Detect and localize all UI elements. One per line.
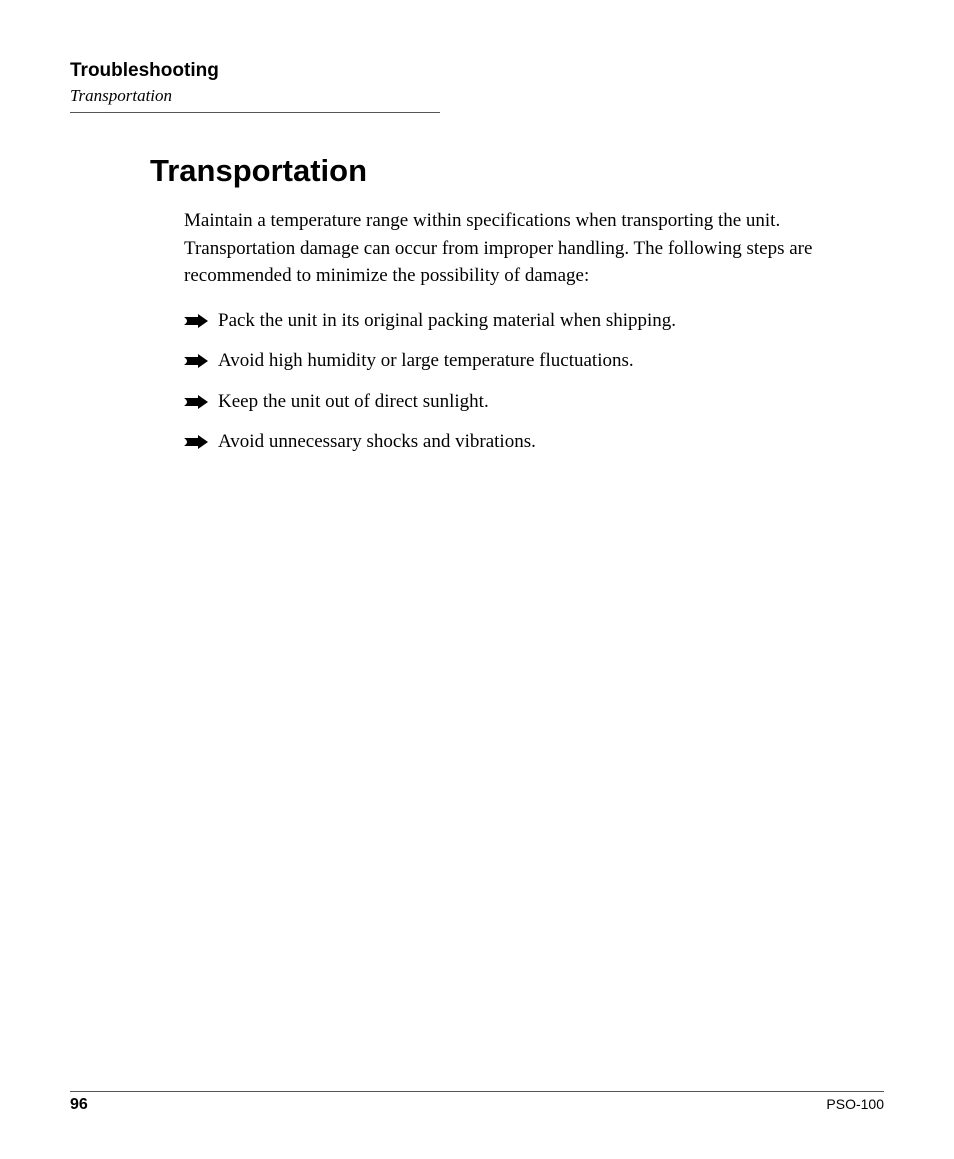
- list-item-text: Avoid high humidity or large temperature…: [218, 348, 634, 375]
- running-header: Troubleshooting Transportation: [70, 60, 884, 113]
- bullet-list: Pack the unit in its original packing ma…: [184, 308, 884, 456]
- arrow-bullet-icon: [184, 433, 208, 451]
- list-item: Avoid high humidity or large temperature…: [184, 348, 884, 375]
- header-section-title: Transportation: [70, 86, 884, 106]
- arrow-bullet-icon: [184, 393, 208, 411]
- intro-paragraph: Maintain a temperature range within spec…: [184, 207, 874, 290]
- footer-rule: [70, 1091, 884, 1092]
- footer-row: 96 PSO-100: [70, 1096, 884, 1114]
- page-footer: 96 PSO-100: [70, 1091, 884, 1114]
- list-item-text: Avoid unnecessary shocks and vibrations.: [218, 429, 536, 456]
- list-item: Avoid unnecessary shocks and vibrations.: [184, 429, 884, 456]
- content-area: Transportation Maintain a temperature ra…: [70, 121, 884, 1091]
- list-item: Pack the unit in its original packing ma…: [184, 308, 884, 335]
- header-chapter-title: Troubleshooting: [70, 60, 884, 82]
- list-item-text: Pack the unit in its original packing ma…: [218, 308, 676, 335]
- list-item-text: Keep the unit out of direct sunlight.: [218, 389, 489, 416]
- page-number: 96: [70, 1096, 88, 1114]
- section-heading: Transportation: [150, 153, 884, 189]
- document-page: Troubleshooting Transportation Transport…: [0, 0, 954, 1159]
- arrow-bullet-icon: [184, 352, 208, 370]
- header-rule: [70, 112, 440, 113]
- footer-doc-id: PSO-100: [826, 1096, 884, 1112]
- arrow-bullet-icon: [184, 312, 208, 330]
- list-item: Keep the unit out of direct sunlight.: [184, 389, 884, 416]
